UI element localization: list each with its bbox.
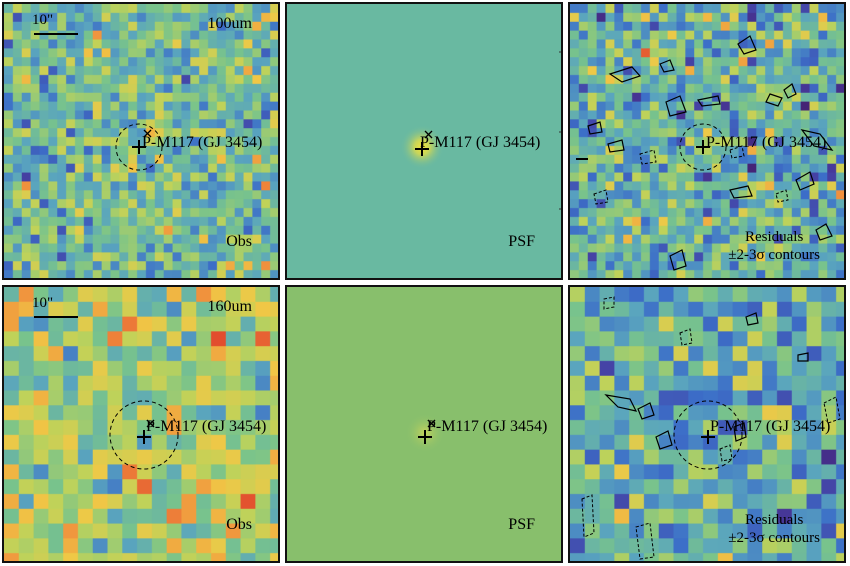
residuals-contours: ±2-3σ contours	[728, 247, 820, 263]
obs-overlay-160um	[109, 400, 179, 470]
scale-label: 10"	[32, 295, 54, 311]
band-label: 100um	[207, 15, 252, 32]
resid-panel-160um: P-M117 (GJ 3454) Residuals ±2-3σ contour…	[568, 285, 846, 563]
obs-label: Obs	[226, 233, 252, 250]
residuals-contours: ±2-3σ contours	[728, 530, 820, 546]
resid-contours-100um	[576, 35, 834, 271]
scale-bar	[34, 316, 78, 318]
obs-panel-160um: 10" 160um P-M117 (GJ 3454) Obs	[2, 285, 280, 563]
residuals-title: Residuals	[744, 229, 804, 245]
residuals-label: Residuals ±2-3σ contours	[728, 511, 820, 547]
source-label: P-M117 (GJ 3454)	[706, 134, 827, 151]
source-label: P-M117 (GJ 3454)	[420, 134, 541, 151]
psf-panel-160um: P-M117 (GJ 3454) PSF	[285, 285, 563, 563]
source-label: P-M117 (GJ 3454)	[710, 418, 831, 435]
resid-contours-160um	[581, 296, 841, 560]
source-label: P-M117 (GJ 3454)	[142, 134, 263, 151]
psf-overlay-100um	[400, 51, 561, 210]
source-label: P-M117 (GJ 3454)	[427, 418, 548, 435]
obs-label: Obs	[226, 516, 252, 533]
resid-image-100um	[570, 4, 844, 278]
obs-image-100um	[4, 4, 278, 278]
resid-image-160um	[570, 287, 844, 561]
obs-overlay-100um	[115, 123, 163, 171]
resid-panel-100um: P-M117 (GJ 3454) Residuals ±2-3σ contour…	[568, 2, 846, 280]
residuals-label: Residuals ±2-3σ contours	[728, 228, 820, 264]
psf-panel-100um: P-M117 (GJ 3454) PSF	[285, 2, 563, 280]
band-label: 160um	[207, 298, 252, 315]
psf-label: PSF	[508, 516, 535, 533]
source-label: P-M117 (GJ 3454)	[146, 418, 267, 435]
obs-image-160um	[4, 287, 278, 561]
scale-bar	[34, 33, 78, 35]
obs-panel-100um: 10" 100um P-M117 (GJ 3454) Obs	[2, 2, 280, 280]
psf-label: PSF	[508, 233, 535, 250]
psf-overlay-160um	[405, 413, 445, 453]
residuals-title: Residuals	[744, 512, 804, 528]
scale-label: 10"	[32, 12, 54, 28]
